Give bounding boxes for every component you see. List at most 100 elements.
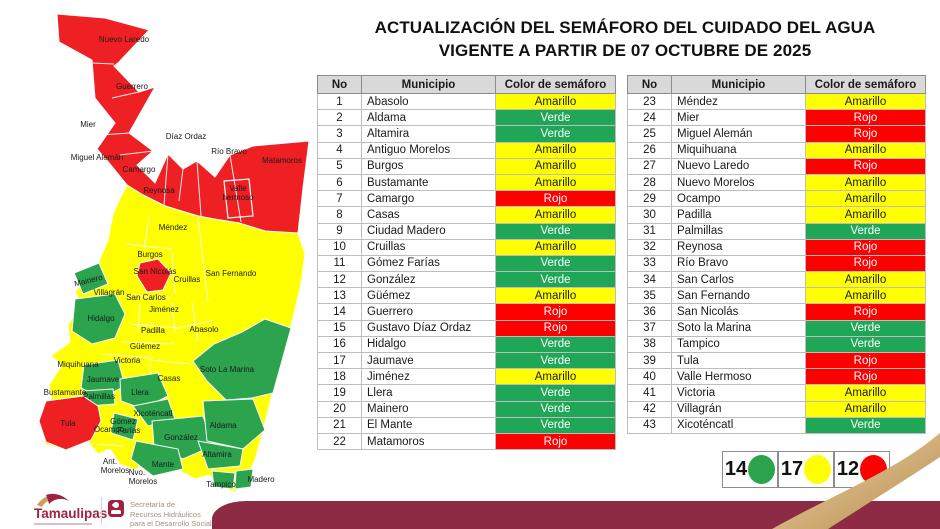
map-label-san-carlos: San Carlos (126, 293, 166, 302)
cell-semaforo-color: Amarillo (805, 92, 926, 111)
map-label-miquihuana: Miquihuana (57, 360, 99, 369)
cell-semaforo-color: Amarillo (495, 206, 616, 224)
table-row: 29 Ocampo Amarillo (627, 190, 926, 208)
table-row: 3 Altamira Verde (317, 125, 616, 143)
cell-municipio: Nuevo Morelos (671, 173, 806, 192)
cell-no: 11 (317, 254, 362, 273)
cell-no: 9 (317, 222, 362, 240)
map-label-mante: Mante (152, 460, 175, 469)
cell-municipio: Tula (671, 351, 806, 370)
green-circle-icon (748, 455, 776, 484)
cell-municipio: Matamoros (361, 432, 496, 451)
cell-no: 21 (317, 416, 362, 434)
cell-municipio: Antiguo Morelos (361, 141, 496, 159)
map-label-matamoros: Matamoros (262, 156, 302, 165)
brand-tagline-bar (34, 522, 92, 525)
cell-no: 28 (627, 173, 672, 192)
cell-municipio: Palmillas (671, 222, 806, 240)
map-label-nvo-morelos-2: Morelos (129, 477, 157, 486)
cell-municipio: Camargo (361, 190, 496, 208)
map-label-ocampo: Ocampo (94, 425, 125, 434)
cell-no: 39 (627, 351, 672, 370)
map-region-mante (130, 440, 184, 477)
legend-box-green: 14 (722, 451, 778, 488)
cell-municipio: Jaumave (361, 351, 496, 370)
secretariat-text: Secretaría de Recursos Hidráulicos para … (130, 500, 212, 529)
cell-semaforo-color: Verde (495, 271, 616, 289)
map-label-padilla: Padilla (141, 326, 166, 335)
cell-no: 22 (317, 432, 362, 451)
cell-semaforo-color: Amarillo (805, 384, 926, 402)
semaforo-table-left: No Municipio Color de semáforo 1 Abasolo A… (317, 75, 616, 451)
cell-municipio: Ocampo (671, 190, 806, 208)
cell-no: 8 (317, 206, 362, 224)
table-row: 19 Llera Verde (317, 384, 616, 402)
secretariat-emblem-icon (108, 500, 124, 517)
map-label-reynosa: Reynosa (143, 186, 175, 195)
cell-semaforo-color: Rojo (805, 238, 926, 256)
cell-semaforo-color: Verde (495, 351, 616, 370)
cell-municipio: Cruillas (361, 238, 496, 256)
column-header-no: No (317, 75, 362, 94)
cell-no: 27 (627, 157, 672, 175)
map-label-guemez: Güémez (130, 342, 160, 351)
map-region-north-red (56, 13, 310, 246)
cell-municipio: Güémez (361, 287, 496, 305)
cell-semaforo-color: Verde (805, 416, 926, 434)
map-label-mier: Mier (80, 120, 96, 129)
table-row: 14 Guerrero Rojo (317, 303, 616, 321)
cell-no: 25 (627, 125, 672, 143)
map-label-aldama: Aldama (209, 421, 237, 430)
cell-semaforo-color: Amarillo (805, 141, 926, 159)
cell-municipio: Guerrero (361, 303, 496, 321)
table-row: 9 Ciudad Madero Verde (317, 222, 616, 240)
table-header-row: No Municipio Color de semáforo (317, 75, 616, 94)
map-region-madero (234, 468, 254, 490)
column-header-color: Color de semáforo (805, 75, 926, 94)
tamaulipas-logo: Tamaulipas (34, 492, 134, 525)
cell-semaforo-color: Verde (495, 384, 616, 402)
map-label-san-fernando: San Fernando (206, 269, 257, 278)
table-row: 17 Jaumave Verde (317, 351, 616, 370)
table-row: 7 Camargo Rojo (317, 190, 616, 208)
map-label-xicotencatl: Xicoténcatl (133, 409, 172, 418)
cell-no: 30 (627, 206, 672, 224)
cell-semaforo-color: Amarillo (495, 287, 616, 305)
table-row: 41 Victoria Amarillo (627, 384, 926, 402)
legend-count-yellow: 17 (780, 458, 804, 480)
cell-no: 20 (317, 400, 362, 418)
map-label-soto-la-marina: Soto La Marina (200, 365, 255, 374)
cell-semaforo-color: Amarillo (495, 92, 616, 111)
table-row: 35 San Fernando Amarillo (627, 287, 926, 305)
cell-municipio: Ciudad Madero (361, 222, 496, 240)
cell-semaforo-color: Amarillo (495, 368, 616, 386)
cell-semaforo-color: Amarillo (495, 157, 616, 175)
cell-semaforo-color: Rojo (495, 319, 616, 337)
cell-no: 38 (627, 335, 672, 354)
cell-no: 31 (627, 222, 672, 240)
cell-municipio: Casas (361, 206, 496, 224)
cell-no: 42 (627, 400, 672, 418)
map-label-altamira: Altamira (202, 450, 232, 459)
cell-semaforo-color: Amarillo (805, 206, 926, 224)
cell-no: 10 (317, 238, 362, 256)
cell-municipio: Reynosa (671, 238, 806, 256)
secretariat-block: Secretaría de Recursos Hidráulicos para … (108, 500, 212, 529)
cell-semaforo-color: Rojo (805, 109, 926, 127)
map-label-diaz-ordaz: Díaz Ordaz (166, 132, 206, 141)
table-row: 25 Miguel Alemán Rojo (627, 125, 926, 143)
table-row: 24 Mier Rojo (627, 109, 926, 127)
secretariat-line-1: Secretaría de (130, 500, 176, 509)
cell-semaforo-color: Amarillo (495, 141, 616, 159)
table-row: 15 Gustavo Díaz Ordaz Rojo (317, 319, 616, 337)
table-row: 31 Palmillas Verde (627, 222, 926, 240)
table-row: 8 Casas Amarillo (317, 206, 616, 224)
map-label-ant-morelos-1: Ant. (103, 457, 117, 466)
map-label-farias: Farías (118, 426, 141, 435)
table-row: 32 Reynosa Rojo (627, 238, 926, 256)
map-label-san-nicolas: San Nicolás (134, 267, 177, 276)
table-row: 16 Hidalgo Verde (317, 335, 616, 354)
tamaulipas-map-svg: Nuevo Laredo Guerrero Mier Díaz Ordaz Rí… (38, 13, 310, 493)
cell-semaforo-color: Amarillo (805, 400, 926, 418)
